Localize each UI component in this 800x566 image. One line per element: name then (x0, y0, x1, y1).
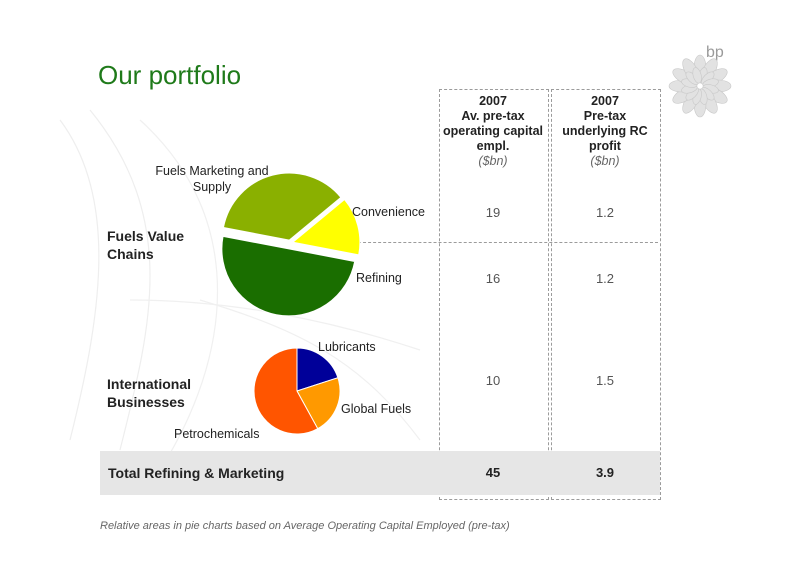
total-row (100, 451, 660, 495)
pie-label-fuels-marketing: Fuels Marketing and Supply (155, 164, 269, 194)
capital-column-unit: ($bn) (478, 154, 508, 168)
section-fuels-value-chains: Fuels Value Chains (107, 228, 185, 262)
section-international-businesses: International Businesses (107, 376, 192, 410)
total-label: Total Refining & Marketing (108, 465, 285, 481)
capital-column-box (439, 89, 549, 500)
profit-column-year: 2007 (591, 94, 619, 108)
pie-slice-convenience (291, 198, 361, 256)
pie-label-lubricants: Lubricants (318, 340, 376, 354)
profit-column-title: Pre-tax underlying RC profit (562, 109, 648, 153)
pie-label-petrochemicals: Petrochemicals (174, 427, 260, 441)
footnote: Relative areas in pie charts based on Av… (100, 520, 510, 532)
profit-column-unit: ($bn) (590, 154, 620, 168)
capital-column-header: 2007 Av. pre-tax operating capital empl.… (439, 94, 547, 169)
refining-profit: 1.2 (595, 271, 615, 286)
capital-column-title: Av. pre-tax operating capital empl. (442, 109, 544, 153)
pie-label-convenience: Convenience (352, 205, 425, 219)
total-capital: 45 (485, 465, 501, 480)
convenience-capital: 19 (485, 205, 501, 220)
bp-helios-logo-icon (668, 54, 732, 118)
convenience-profit: 1.2 (595, 205, 615, 220)
bp-wordmark: bp (706, 44, 724, 61)
profit-column-box (551, 89, 661, 500)
pie-slice-lubricants (296, 347, 339, 392)
helios-petal (692, 67, 702, 84)
page-title: Our portfolio (98, 60, 242, 90)
pie-slice-global-fuels (296, 377, 341, 430)
pie-slice-refining (221, 235, 356, 317)
capital-column-year: 2007 (479, 94, 507, 108)
pie-slice-fuels-marketing-and-supply (222, 172, 342, 241)
pie-label-global-fuels: Global Fuels (341, 402, 412, 416)
pie-slice-petrochemicals (253, 347, 319, 435)
refining-capital: 16 (485, 271, 501, 286)
international-profit: 1.5 (595, 373, 615, 388)
international-capital: 10 (485, 373, 501, 388)
total-profit: 3.9 (595, 465, 615, 480)
pie-label-refining: Refining (356, 271, 402, 285)
profit-column-header: 2007 Pre-tax underlying RC profit ($bn) (551, 94, 659, 169)
row-separator (358, 242, 658, 243)
